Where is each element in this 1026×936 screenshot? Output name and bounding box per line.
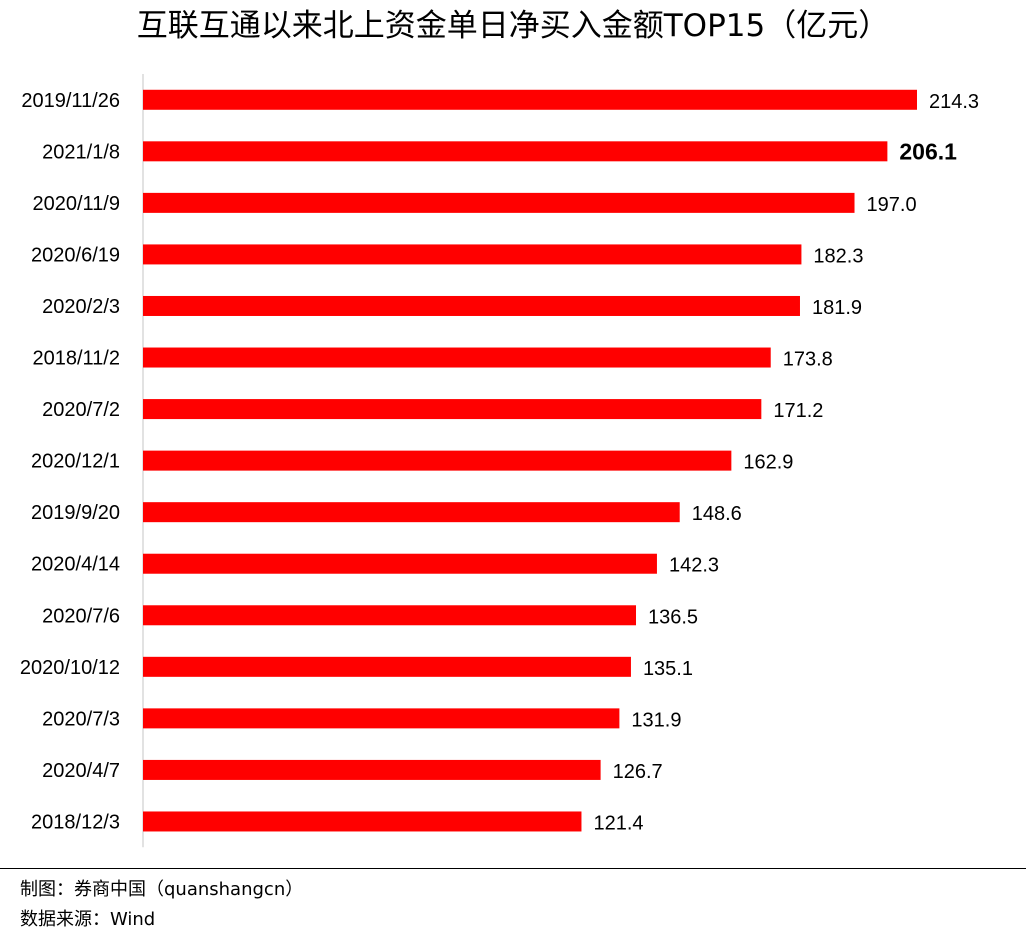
bar <box>143 89 917 110</box>
category-label: 2018/11/2 <box>33 348 121 370</box>
category-label: 2021/1/8 <box>42 141 120 163</box>
bar <box>143 502 680 523</box>
category-label: 2020/12/1 <box>31 451 120 473</box>
value-label: 171.2 <box>773 400 823 422</box>
footer-credit: 制图：券商中国（quanshangcn） <box>20 879 304 900</box>
category-label: 2019/11/26 <box>21 90 120 112</box>
chart-title: 互联互通以来北上资金单日净买入金额TOP15（亿元） <box>136 8 890 44</box>
value-label: 182.3 <box>813 245 863 267</box>
value-label: 197.0 <box>867 194 917 216</box>
bar <box>143 811 582 832</box>
bar <box>143 450 732 471</box>
value-label: 136.5 <box>648 606 698 628</box>
bar <box>143 656 631 677</box>
bar-chart: 2019/11/26 214.3 2021/1/8 206.1 2020/11/9 197… <box>20 74 979 848</box>
value-label: 142.3 <box>669 555 719 577</box>
bar <box>143 708 620 729</box>
value-label: 181.9 <box>812 297 862 319</box>
category-label: 2020/11/9 <box>33 193 121 215</box>
bar <box>143 553 657 574</box>
category-label: 2020/7/6 <box>42 605 120 627</box>
bar <box>143 192 855 213</box>
category-label: 2020/2/3 <box>42 296 120 318</box>
value-label: 214.3 <box>929 91 979 113</box>
bar <box>143 141 888 162</box>
value-label: 173.8 <box>783 349 833 371</box>
category-label: 2020/7/3 <box>42 708 120 730</box>
bar <box>143 295 800 316</box>
bar <box>143 244 802 265</box>
bar <box>143 399 762 420</box>
value-label: 148.6 <box>692 503 742 525</box>
footer-divider <box>0 868 1026 869</box>
bar <box>143 605 637 626</box>
value-label: 162.9 <box>743 452 793 474</box>
value-label: 121.4 <box>593 812 643 834</box>
value-label: 131.9 <box>631 709 681 731</box>
category-label: 2020/4/7 <box>42 760 120 782</box>
value-label: 135.1 <box>643 658 693 680</box>
bar <box>143 347 771 368</box>
bar <box>143 759 601 780</box>
value-label: 126.7 <box>613 761 663 783</box>
category-label: 2020/7/2 <box>42 399 120 421</box>
value-label: 206.1 <box>899 138 957 164</box>
category-label: 2020/10/12 <box>20 657 120 679</box>
category-label: 2019/9/20 <box>31 502 120 524</box>
category-label: 2020/6/19 <box>31 244 120 266</box>
category-label: 2020/4/14 <box>31 554 120 576</box>
footer-source: 数据来源：Wind <box>20 909 156 930</box>
category-label: 2018/12/3 <box>31 811 120 833</box>
